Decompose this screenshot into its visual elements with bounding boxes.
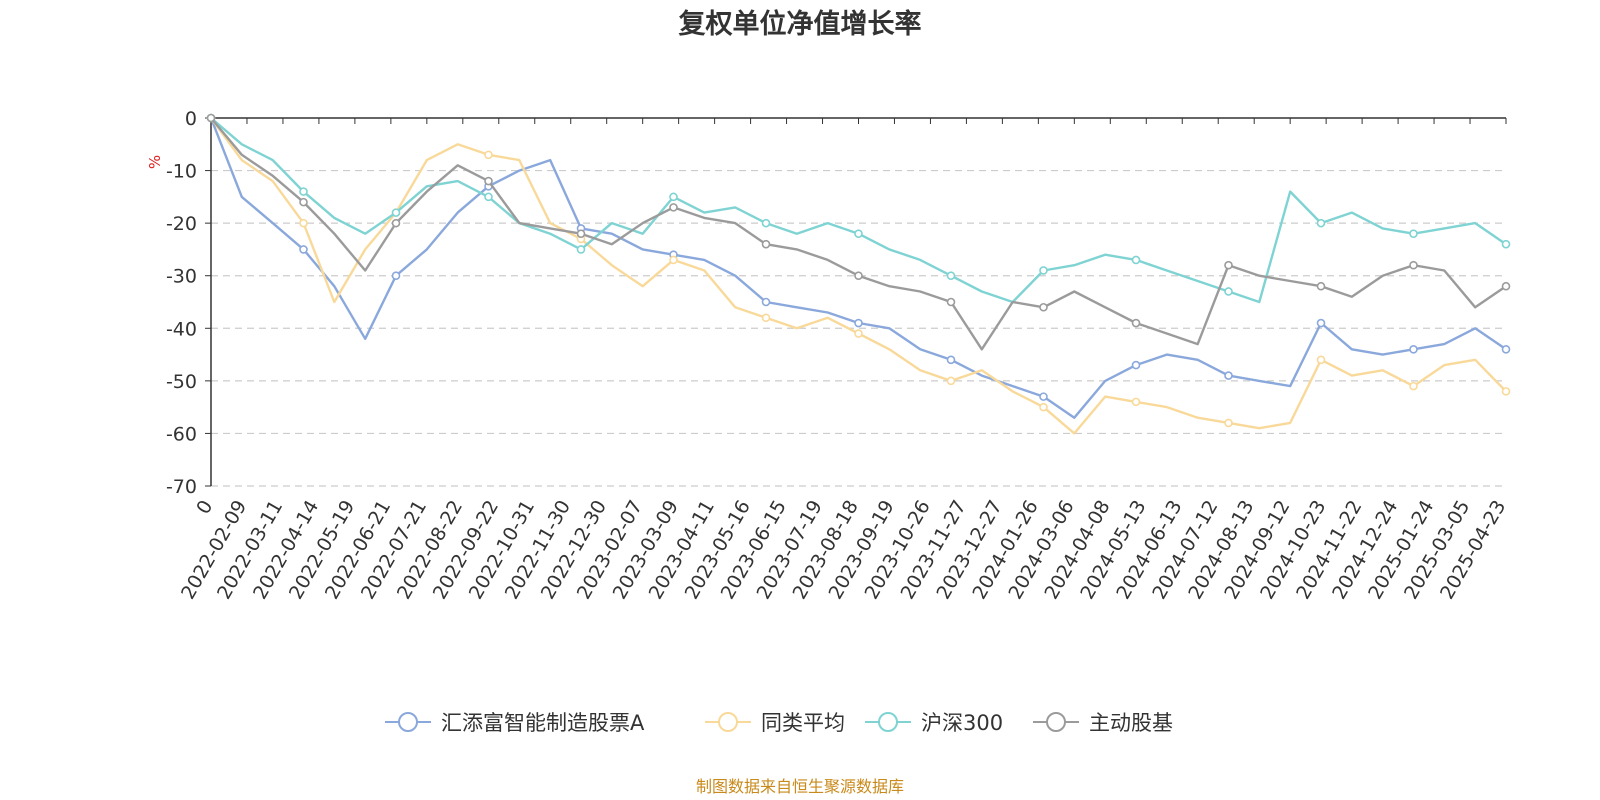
- legend-marker: [1046, 712, 1066, 732]
- data-point: [946, 297, 956, 307]
- series-lines: [206, 113, 1511, 435]
- data-point: [1039, 302, 1048, 312]
- legend-item[interactable]: 汇添富智能制造股票A: [385, 711, 645, 735]
- data-point: [761, 297, 771, 307]
- data-point: [1316, 355, 1326, 365]
- legend-item[interactable]: 主动股基: [1033, 711, 1173, 735]
- data-point: [576, 229, 586, 238]
- x-tick-labels: 02022-02-092022-03-112022-04-142022-05-1…: [177, 497, 1510, 604]
- data-point: [299, 245, 308, 254]
- y-axis-unit: %: [146, 155, 164, 169]
- data-point: [854, 329, 863, 338]
- legend-label: 同类平均: [761, 711, 845, 735]
- legend-item[interactable]: 同类平均: [705, 711, 845, 735]
- y-tick-label: -40: [166, 318, 197, 340]
- data-point: [299, 197, 308, 207]
- data-point: [1131, 397, 1141, 407]
- data-point: [1501, 387, 1511, 396]
- data-point: [854, 318, 863, 328]
- data-point: [1224, 260, 1233, 270]
- data-point: [669, 203, 678, 212]
- data-point: [576, 245, 586, 254]
- data-point: [391, 208, 401, 217]
- data-point: [1501, 281, 1511, 291]
- legend-label: 主动股基: [1089, 711, 1173, 735]
- legend-marker: [878, 712, 898, 732]
- data-point: [484, 150, 493, 160]
- data-point: [1039, 392, 1048, 401]
- data-point: [1131, 255, 1141, 265]
- legend-item[interactable]: 沪深300: [865, 711, 1003, 735]
- y-tick-label: -20: [166, 213, 197, 235]
- data-point: [669, 192, 678, 202]
- data-point: [1316, 318, 1326, 328]
- source-note: 制图数据来自恒生聚源数据库: [696, 777, 904, 796]
- series-line: [209, 117, 1507, 419]
- chart-title: 复权单位净值增长率: [679, 8, 922, 40]
- data-point: [484, 176, 493, 186]
- data-point: [1501, 345, 1511, 354]
- y-tick-label: -70: [166, 476, 197, 498]
- data-point: [854, 271, 863, 281]
- data-point: [1501, 239, 1511, 249]
- data-point: [1409, 345, 1418, 354]
- legend[interactable]: 汇添富智能制造股票A 同类平均 沪深300 主动股基: [385, 711, 1173, 735]
- y-tick-labels: 0 -10 -20 -30 -40 -50 -60 -70: [166, 108, 197, 498]
- data-point: [1131, 360, 1141, 370]
- data-point: [1131, 318, 1141, 328]
- data-point: [761, 239, 771, 249]
- y-tick-label: 0: [185, 108, 197, 130]
- data-point: [669, 255, 678, 265]
- data-point: [1316, 281, 1326, 291]
- data-point: [391, 271, 401, 281]
- legend-marker: [398, 712, 418, 732]
- data-point: [1409, 381, 1418, 391]
- legend-marker: [718, 712, 738, 732]
- y-tick-label: -50: [166, 371, 197, 393]
- axes: [205, 117, 1507, 487]
- data-point: [1409, 260, 1418, 270]
- data-point: [1224, 418, 1233, 428]
- data-point: [1039, 266, 1048, 275]
- data-point: [1224, 287, 1233, 296]
- y-tick-label: -60: [166, 423, 197, 445]
- legend-label: 沪深300: [921, 711, 1003, 735]
- data-point: [1316, 218, 1326, 228]
- data-point: [1039, 402, 1048, 412]
- y-tick-label: -30: [166, 266, 197, 288]
- data-point: [946, 271, 956, 281]
- data-point: [854, 229, 863, 238]
- data-point: [761, 313, 771, 323]
- data-point: [391, 218, 401, 228]
- legend-label: 汇添富智能制造股票A: [441, 711, 645, 735]
- data-point: [484, 192, 493, 202]
- y-tick-label: -10: [166, 161, 197, 183]
- data-point: [1224, 371, 1233, 380]
- data-point: [761, 218, 771, 228]
- data-point: [946, 355, 956, 365]
- data-point: [946, 376, 956, 386]
- data-point: [299, 218, 308, 228]
- data-point: [1409, 229, 1418, 238]
- grid-lines: [211, 169, 1506, 487]
- data-point: [299, 187, 308, 196]
- data-point: [206, 113, 216, 123]
- x-tick-label: 0: [192, 497, 217, 518]
